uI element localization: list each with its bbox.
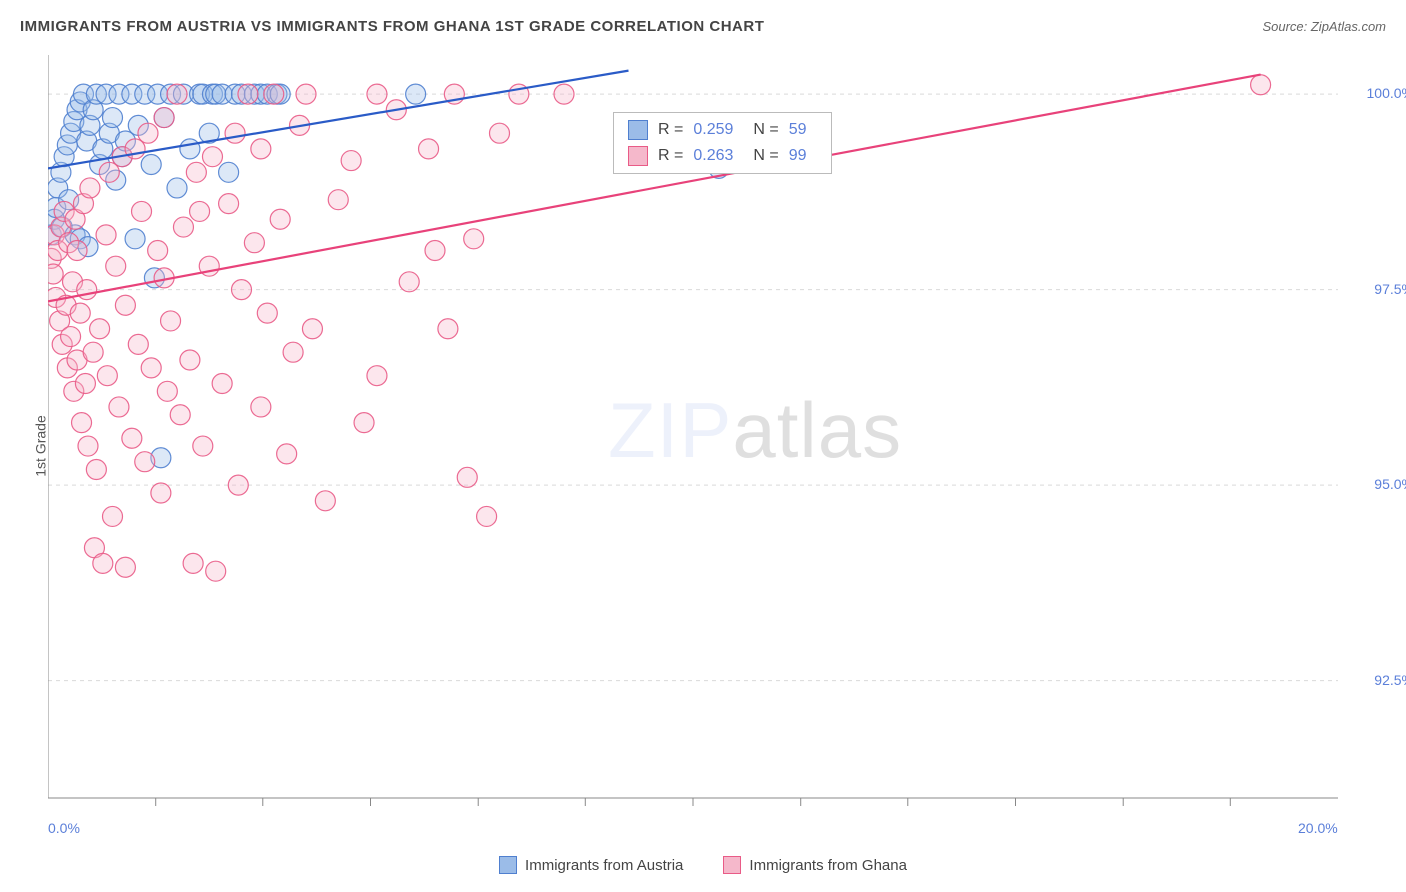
stats-r-value: 0.263 [693, 147, 733, 165]
stats-n-value: 99 [789, 147, 807, 165]
legend-swatch-icon [499, 856, 517, 874]
stats-n-label: N = [753, 147, 778, 165]
y-tick-label: 92.5% [1374, 672, 1406, 688]
stats-r-label: R = [658, 147, 683, 165]
legend-item-ghana: Immigrants from Ghana [723, 856, 907, 874]
y-tick-label: 95.0% [1374, 476, 1406, 492]
stats-n-value: 59 [789, 121, 807, 139]
y-tick-label: 100.0% [1367, 85, 1406, 101]
source-label: Source: ZipAtlas.com [1262, 19, 1386, 34]
legend-swatch-icon [628, 120, 648, 140]
stats-row-austria: R = 0.259 N = 59 [614, 117, 831, 143]
stats-r-value: 0.259 [693, 121, 733, 139]
legend-bottom: Immigrants from Austria Immigrants from G… [0, 856, 1406, 874]
y-tick-label: 97.5% [1374, 281, 1406, 297]
stats-row-ghana: R = 0.263 N = 99 [614, 143, 831, 169]
chart-title: IMMIGRANTS FROM AUSTRIA VS IMMIGRANTS FR… [20, 18, 764, 35]
legend-swatch-icon [723, 856, 741, 874]
legend-label: Immigrants from Ghana [749, 857, 907, 874]
chart-area: ZIPatlas R = 0.259N = 59R = 0.263N = 99 … [48, 55, 1378, 815]
stats-n-label: N = [753, 121, 778, 139]
legend-label: Immigrants from Austria [525, 857, 683, 874]
legend-swatch-icon [628, 146, 648, 166]
legend-item-austria: Immigrants from Austria [499, 856, 683, 874]
stats-r-label: R = [658, 121, 683, 139]
y-axis-label: 1st Grade [33, 415, 49, 476]
stats-legend-box: R = 0.259 N = 59 R = 0.263 N = 99 [613, 112, 832, 174]
